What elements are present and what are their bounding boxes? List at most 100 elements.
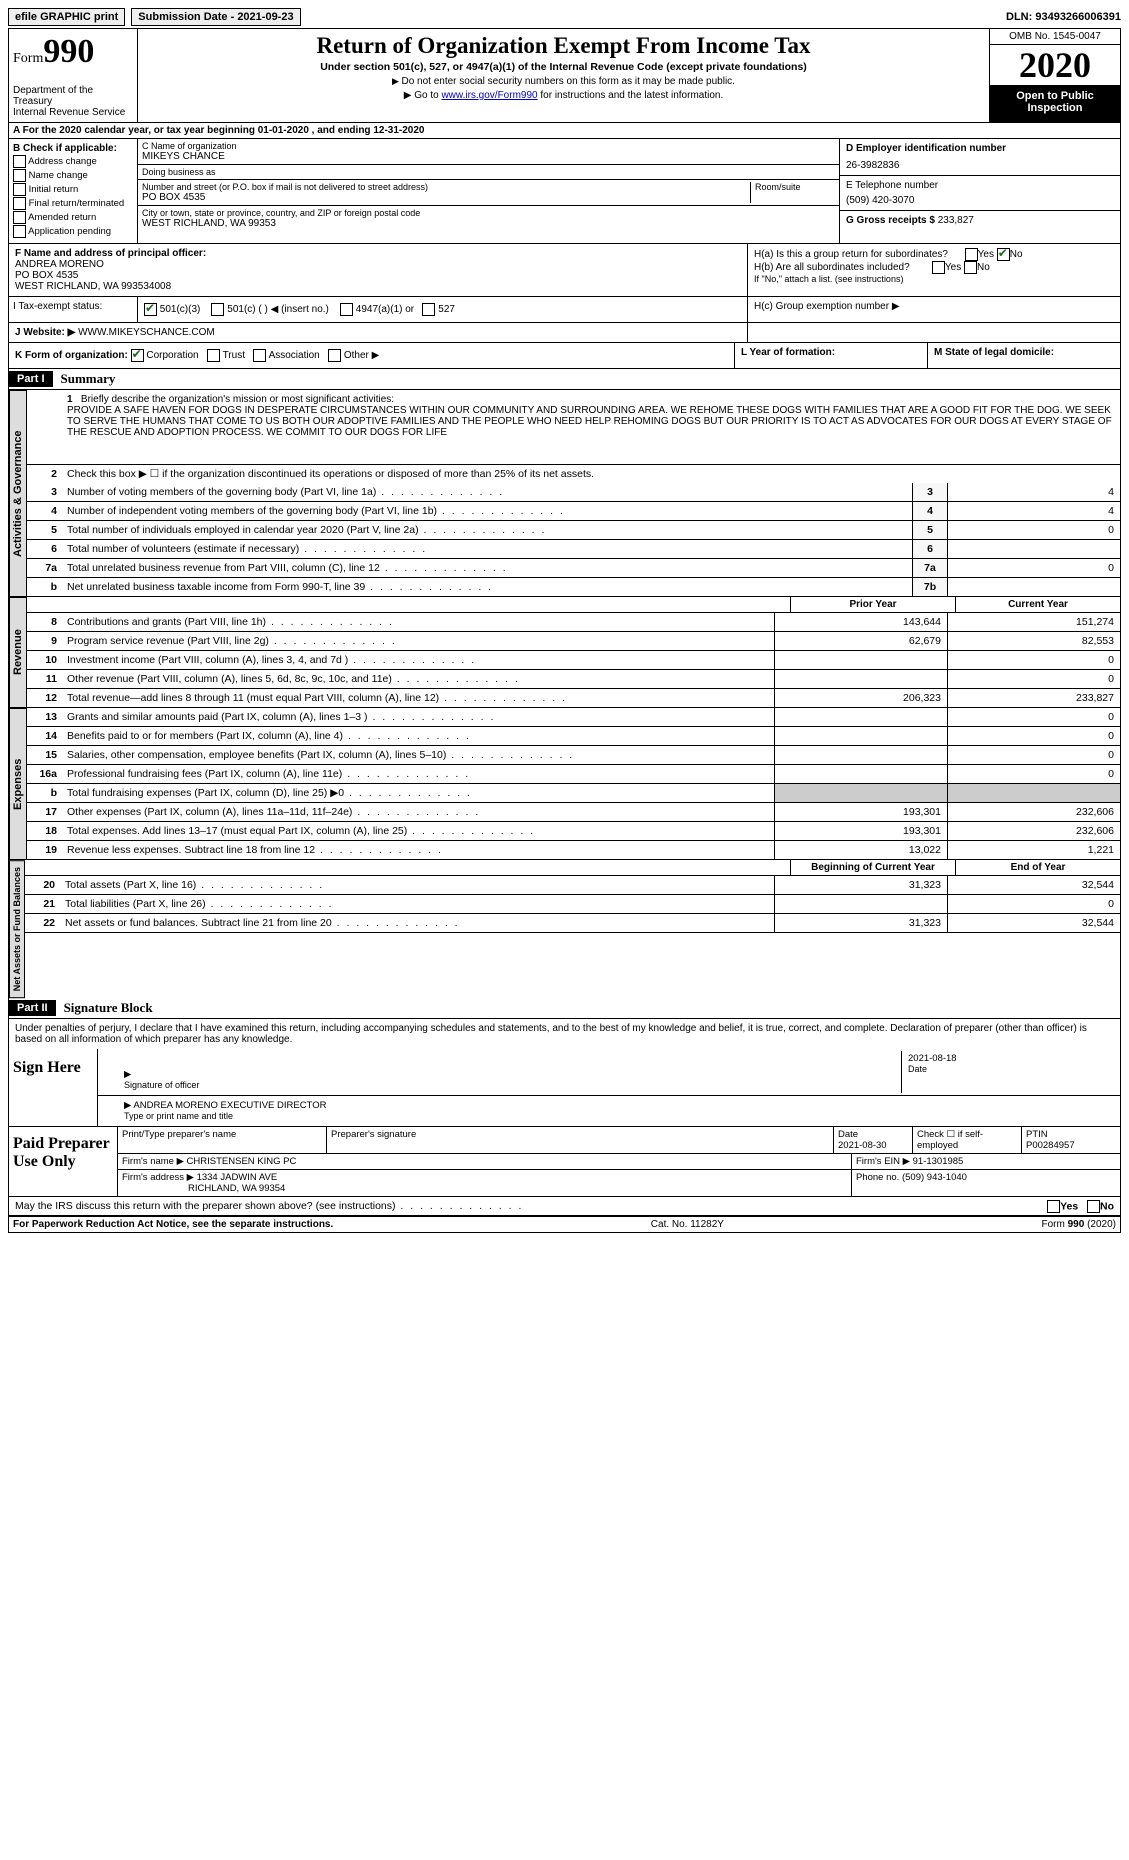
- discuss-no[interactable]: [1087, 1200, 1100, 1213]
- k-corp[interactable]: [131, 349, 144, 362]
- c-name-label: C Name of organization: [142, 141, 835, 151]
- tab-expenses: Expenses: [9, 708, 27, 860]
- efile-btn[interactable]: efile GRAPHIC print: [8, 8, 125, 26]
- mission-text: PROVIDE A SAFE HAVEN FOR DOGS IN DESPERA…: [67, 405, 1112, 438]
- b-opt-3[interactable]: Final return/terminated: [13, 197, 133, 210]
- b-opt-4-label: Amended return: [28, 212, 96, 223]
- line2-num: 2: [27, 468, 63, 480]
- part2-header: Part II Signature Block: [9, 998, 1120, 1019]
- top-bar: efile GRAPHIC print Submission Date - 20…: [8, 8, 1121, 26]
- row-a-text: A For the 2020 calendar year, or tax yea…: [13, 125, 424, 136]
- i-501c[interactable]: [211, 303, 224, 316]
- b-opt-4[interactable]: Amended return: [13, 211, 133, 224]
- ein-value: 26-3982836: [846, 160, 1114, 171]
- discuss-yes[interactable]: [1047, 1200, 1060, 1213]
- i-opt0: 501(c)(3): [160, 304, 201, 315]
- i-opts: 501(c)(3) 501(c) ( ) ◀ (insert no.) 4947…: [138, 297, 747, 322]
- hb-yes[interactable]: [932, 261, 945, 274]
- fin-line-18: 18Total expenses. Add lines 13–17 (must …: [27, 822, 1120, 841]
- fin-line-14: 14Benefits paid to or for members (Part …: [27, 727, 1120, 746]
- k-label: K Form of organization:: [15, 350, 128, 361]
- summary-line-7a: 7aTotal unrelated business revenue from …: [27, 559, 1120, 578]
- summary-line-5: 5Total number of individuals employed in…: [27, 521, 1120, 540]
- l-label: L Year of formation:: [741, 347, 835, 358]
- irs-link[interactable]: www.irs.gov/Form990: [441, 90, 537, 101]
- form-title: Return of Organization Exempt From Incom…: [144, 33, 983, 59]
- prep-h2: Preparer's signature: [327, 1127, 834, 1153]
- k-trust[interactable]: [207, 349, 220, 362]
- footer: For Paperwork Reduction Act Notice, see …: [9, 1216, 1120, 1232]
- f-cell: F Name and address of principal officer:…: [9, 244, 747, 296]
- g-cell: G Gross receipts $ 233,827: [840, 211, 1120, 230]
- k-opt2: Association: [269, 350, 320, 361]
- sig-officer-label: Signature of officer: [124, 1080, 199, 1090]
- hb-no[interactable]: [964, 261, 977, 274]
- website: WWW.MIKEYSCHANCE.COM: [78, 327, 215, 338]
- main-info: B Check if applicable: Address change Na…: [9, 139, 1120, 244]
- col-c: C Name of organization MIKEYS CHANCE Doi…: [138, 139, 839, 243]
- line-2: 2 Check this box ▶ ☐ if the organization…: [27, 465, 1120, 483]
- k-other[interactable]: [328, 349, 341, 362]
- name-label: Type or print name and title: [124, 1111, 233, 1121]
- mission-block: 1 Briefly describe the organization's mi…: [27, 390, 1120, 465]
- b-opt-0[interactable]: Address change: [13, 155, 133, 168]
- row-i: I Tax-exempt status: 501(c)(3) 501(c) ( …: [9, 297, 1120, 323]
- ha-no[interactable]: [997, 248, 1010, 261]
- e-label: E Telephone number: [846, 180, 1114, 191]
- i-opt3: 527: [438, 304, 455, 315]
- ha-yes[interactable]: [965, 248, 978, 261]
- revenue-body: Prior Year Current Year 8Contributions a…: [27, 597, 1120, 708]
- firm-addr-label: Firm's address ▶: [122, 1172, 194, 1183]
- sign-here-label: Sign Here: [9, 1049, 97, 1126]
- rev-col-hdr: Prior Year Current Year: [27, 597, 1120, 613]
- part2-label: Part II: [9, 1000, 56, 1016]
- form-label: Form: [13, 51, 43, 66]
- sign-here-row: Sign Here ▶Signature of officer 2021-08-…: [9, 1049, 1120, 1127]
- tab-revenue: Revenue: [9, 597, 27, 708]
- declaration: Under penalties of perjury, I declare th…: [9, 1019, 1120, 1049]
- prep-line-1: Print/Type preparer's name Preparer's si…: [118, 1127, 1120, 1154]
- form-subtitle: Under section 501(c), 527, or 4947(a)(1)…: [144, 61, 983, 73]
- c-addr-cell: Number and street (or P.O. box if mail i…: [138, 180, 839, 206]
- part1-label: Part I: [9, 371, 53, 387]
- c-addr-label: Number and street (or P.O. box if mail i…: [142, 182, 750, 192]
- b-opt-5-label: Application pending: [28, 226, 111, 237]
- revenue-block: Revenue Prior Year Current Year 8Contrib…: [9, 597, 1120, 708]
- hc-cell: H(c) Group exemption number ▶: [747, 297, 1120, 322]
- irs-text: Internal Revenue Service: [13, 107, 133, 118]
- j-right-spacer: [747, 323, 1120, 342]
- f-label: F Name and address of principal officer:: [15, 248, 206, 259]
- open-public: Open to Public Inspection: [990, 86, 1120, 122]
- fin-line-b: bTotal fundraising expenses (Part IX, co…: [27, 784, 1120, 803]
- row-k: K Form of organization: Corporation Trus…: [9, 343, 1120, 369]
- fin-line-16a: 16aProfessional fundraising fees (Part I…: [27, 765, 1120, 784]
- b-opt-1-label: Name change: [29, 170, 88, 181]
- submission-btn[interactable]: Submission Date - 2021-09-23: [131, 8, 300, 26]
- org-addr: PO BOX 4535: [142, 192, 750, 203]
- fin-line-22: 22Net assets or fund balances. Subtract …: [25, 914, 1120, 933]
- ha-row: H(a) Is this a group return for subordin…: [754, 248, 1114, 261]
- discuss-row: May the IRS discuss this return with the…: [9, 1197, 1120, 1216]
- i-4947[interactable]: [340, 303, 353, 316]
- b-opt-5[interactable]: Application pending: [13, 225, 133, 238]
- form-number-big: 990: [43, 33, 94, 70]
- k-opt0: Corporation: [146, 350, 198, 361]
- c-room-label: Room/suite: [755, 182, 835, 192]
- i-527[interactable]: [422, 303, 435, 316]
- b-opt-2[interactable]: Initial return: [13, 183, 133, 196]
- fin-line-21: 21Total liabilities (Part X, line 26)0: [25, 895, 1120, 914]
- phone-label: Phone no.: [856, 1172, 899, 1183]
- prep-h5: PTIN: [1026, 1129, 1048, 1140]
- org-city: WEST RICHLAND, WA 99353: [142, 218, 835, 229]
- prep-h3: Date: [838, 1129, 858, 1140]
- i-501c3[interactable]: [144, 303, 157, 316]
- b-opt-1[interactable]: Name change: [13, 169, 133, 182]
- k-assoc[interactable]: [253, 349, 266, 362]
- part1-header: Part I Summary: [9, 369, 1120, 390]
- row-fh: F Name and address of principal officer:…: [9, 244, 1120, 297]
- footer-mid: Cat. No. 11282Y: [651, 1219, 724, 1230]
- prep-date: 2021-08-30: [838, 1140, 887, 1151]
- form-number: Form990: [13, 33, 133, 71]
- footer-left: For Paperwork Reduction Act Notice, see …: [13, 1219, 333, 1230]
- officer-addr2: WEST RICHLAND, WA 993534008: [15, 281, 171, 292]
